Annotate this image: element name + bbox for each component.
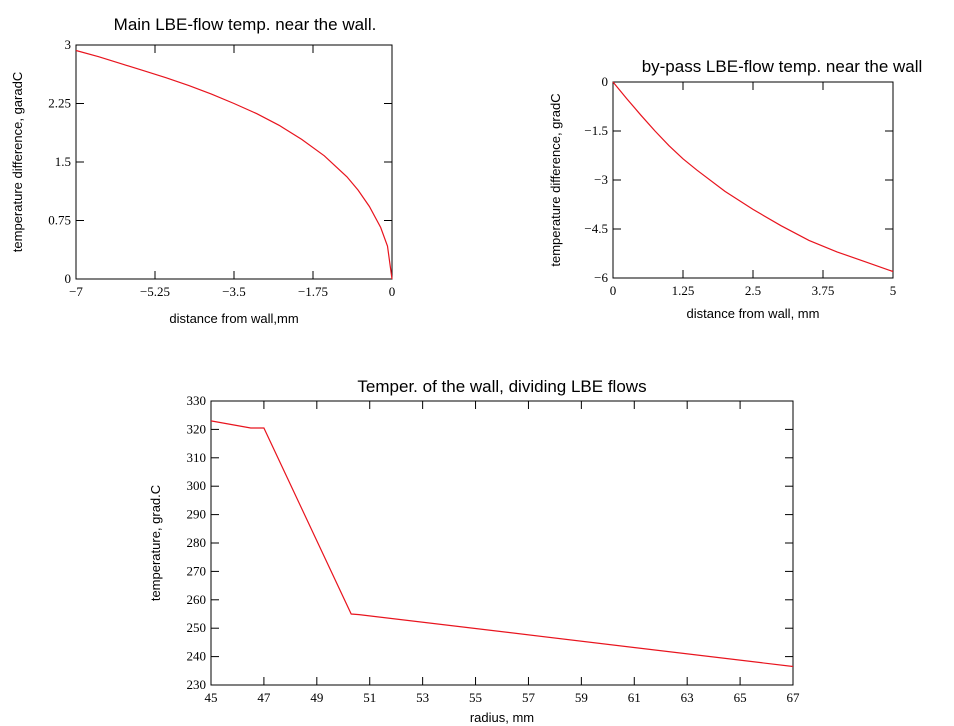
chart1-x-tick-label: −5.25 bbox=[140, 284, 170, 299]
chart3-title: Temper. of the wall, dividing LBE flows bbox=[357, 377, 646, 396]
chart2-x-tick-label: 3.75 bbox=[812, 283, 835, 298]
chart2-x-tick-label: 0 bbox=[610, 283, 617, 298]
chart3-x-tick-label: 59 bbox=[575, 690, 588, 705]
chart3-x-tick-label: 51 bbox=[363, 690, 376, 705]
chart3-y-tick-label: 250 bbox=[187, 620, 207, 635]
chart2-y-tick-label: −6 bbox=[594, 270, 608, 285]
chart1-plot-frame bbox=[75, 44, 393, 280]
chart3-y-tick-label: 260 bbox=[187, 592, 207, 607]
chart1-x-tick-label: −1.75 bbox=[298, 284, 328, 299]
chart2-series-line bbox=[612, 81, 894, 273]
chart3-y-axis-label: temperature, grad.C bbox=[148, 485, 163, 601]
chart2-y-axis-label: temperature difference, gradC bbox=[548, 93, 563, 266]
chart2-plot-frame bbox=[612, 81, 894, 279]
chart2-x-axis-label: distance from wall, mm bbox=[687, 306, 820, 321]
chart3-x-tick-label: 47 bbox=[257, 690, 271, 705]
chart2-y-tick-label: −1.5 bbox=[584, 123, 608, 138]
chart2-x-tick-label: 1.25 bbox=[672, 283, 695, 298]
chart1-x-tick-label: −7 bbox=[69, 284, 83, 299]
chart2-y-tick-label: −4.5 bbox=[584, 221, 608, 236]
chart3-series-line bbox=[210, 420, 794, 668]
chart1-y-tick-label: 1.5 bbox=[55, 154, 71, 169]
chart3-y-tick-label: 310 bbox=[187, 450, 207, 465]
chart1-x-tick-label: 0 bbox=[389, 284, 396, 299]
chart2-x-tick-label: 5 bbox=[890, 283, 897, 298]
chart1-y-tick-label: 0 bbox=[65, 271, 72, 286]
chart1-series-line bbox=[75, 49, 393, 280]
chart1-y-tick-label: 0.75 bbox=[48, 213, 71, 228]
chart3-y-tick-label: 320 bbox=[187, 421, 207, 436]
chart1-y-tick-label: 2.25 bbox=[48, 96, 71, 111]
chart3-y-tick-label: 280 bbox=[187, 535, 207, 550]
chart3-y-tick-label: 330 bbox=[187, 393, 207, 408]
chart1-x-axis-label: distance from wall,mm bbox=[169, 311, 298, 326]
chart3-x-tick-label: 57 bbox=[522, 690, 536, 705]
chart2-y-tick-label: −3 bbox=[594, 172, 608, 187]
chart1-y-axis-label: temperature difference, garadC bbox=[10, 72, 25, 252]
chart1-x-tick-label: −3.5 bbox=[222, 284, 246, 299]
chart3-x-tick-label: 55 bbox=[469, 690, 482, 705]
chart1-title: Main LBE-flow temp. near the wall. bbox=[114, 15, 377, 34]
chart3-y-tick-label: 270 bbox=[187, 563, 207, 578]
chart3-x-tick-label: 65 bbox=[734, 690, 747, 705]
chart3-plot-frame bbox=[210, 400, 794, 686]
chart3-y-tick-label: 300 bbox=[187, 478, 207, 493]
chart3-x-tick-label: 53 bbox=[416, 690, 429, 705]
chart3-x-tick-label: 49 bbox=[310, 690, 323, 705]
chart3-y-tick-label: 240 bbox=[187, 649, 207, 664]
chart3-y-tick-label: 230 bbox=[187, 677, 207, 692]
chart1-y-tick-label: 3 bbox=[65, 37, 72, 52]
chart3-x-axis-label: radius, mm bbox=[470, 710, 534, 725]
chart3-x-tick-label: 45 bbox=[205, 690, 218, 705]
chart3-x-tick-label: 67 bbox=[787, 690, 801, 705]
chart2-x-tick-label: 2.5 bbox=[745, 283, 761, 298]
chart2-y-tick-label: 0 bbox=[602, 74, 609, 89]
chart3-y-tick-label: 290 bbox=[187, 507, 207, 522]
chart3-x-tick-label: 61 bbox=[628, 690, 641, 705]
chart3-x-tick-label: 63 bbox=[681, 690, 694, 705]
chart2-title: by-pass LBE-flow temp. near the wall bbox=[642, 57, 923, 76]
